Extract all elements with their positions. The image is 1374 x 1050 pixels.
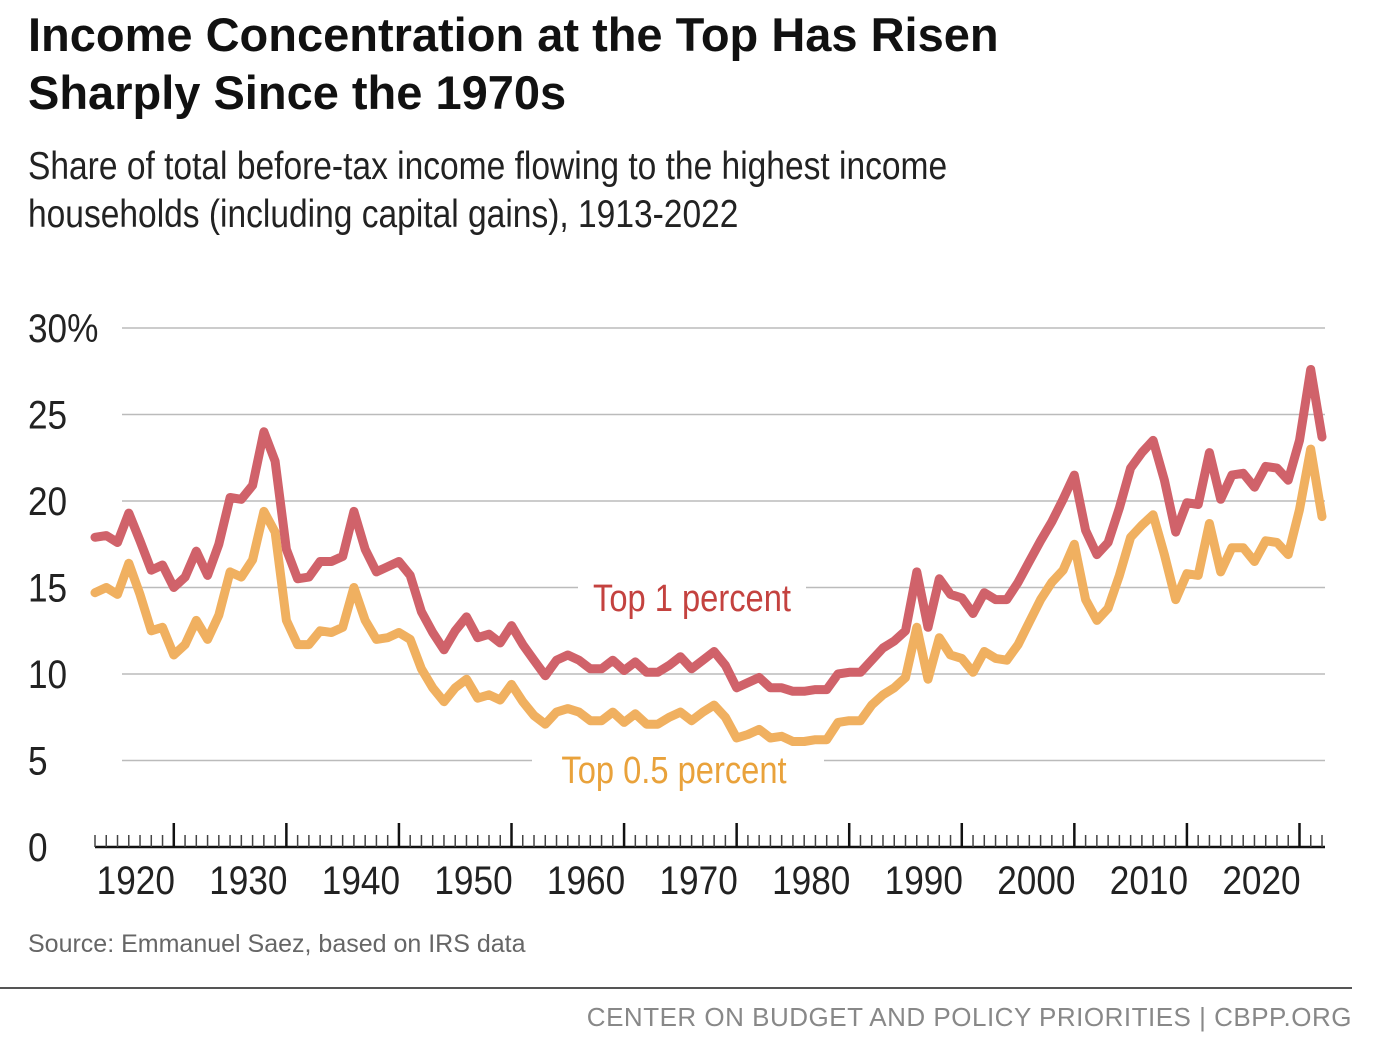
- series-label: Top 0.5 percent: [561, 749, 786, 792]
- source-note: Source: Emmanuel Saez, based on IRS data: [28, 930, 526, 958]
- x-tick-label: 1930: [209, 858, 287, 903]
- x-tick-label: 1980: [772, 858, 850, 903]
- y-tick-label: 5: [28, 738, 48, 783]
- series-label-background: [532, 747, 824, 793]
- x-tick-label: 1950: [434, 858, 512, 903]
- x-tick-label: 2020: [1222, 858, 1300, 903]
- chart-subtitle-line-2: households (including capital gains), 19…: [28, 193, 739, 236]
- footer-divider: [0, 987, 1352, 989]
- x-tick-label: 1940: [322, 858, 400, 903]
- y-tick-label: 30%: [28, 306, 98, 351]
- series-label: Top 1 percent: [593, 577, 791, 620]
- y-tick-label: 20: [28, 479, 67, 524]
- y-tick-label: 0: [28, 825, 48, 870]
- series-line-top-0-5-percent: [90, 444, 1327, 746]
- x-tick-label: 1960: [547, 858, 625, 903]
- x-tick-label: 1920: [97, 858, 175, 903]
- y-tick-label: 15: [28, 565, 67, 610]
- series-line-top-1-percent: [90, 365, 1327, 696]
- x-tick-label: 2000: [997, 858, 1075, 903]
- y-tick-label: 10: [28, 652, 67, 697]
- chart-title-line-1: Income Concentration at the Top Has Rise…: [28, 8, 999, 61]
- x-tick-label: 1990: [885, 858, 963, 903]
- footer-credit: CENTER ON BUDGET AND POLICY PRIORITIES |…: [586, 1002, 1352, 1032]
- y-tick-label: 25: [28, 392, 67, 437]
- chart-subtitle-line-1: Share of total before-tax income flowing…: [28, 145, 948, 188]
- x-tick-label: 2010: [1110, 858, 1188, 903]
- x-tick-label: 1970: [660, 858, 738, 903]
- chart-title-line-2: Sharply Since the 1970s: [28, 66, 567, 119]
- series-label-background: [578, 575, 806, 621]
